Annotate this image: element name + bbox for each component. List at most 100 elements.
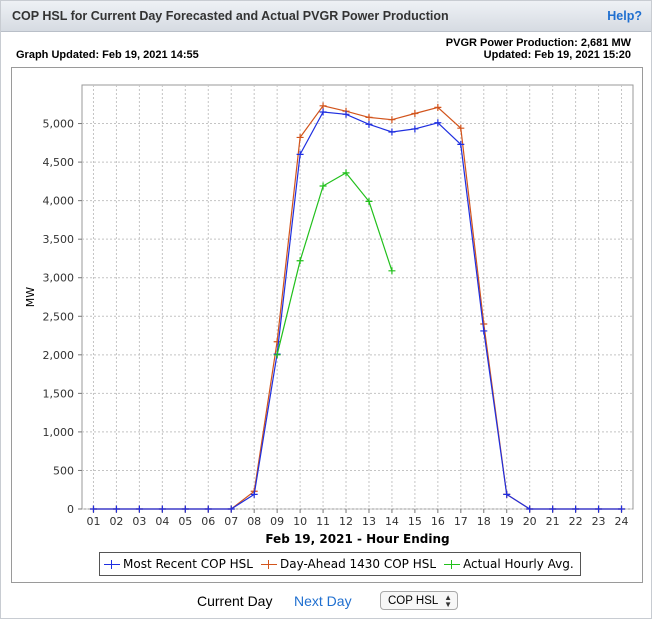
data-point-marker: [365, 113, 373, 121]
y-tick-label: 3,000: [43, 272, 75, 285]
y-tick-label: 500: [53, 464, 74, 477]
data-point-marker: [411, 125, 419, 133]
y-tick-label: 0: [67, 503, 74, 516]
x-tick-label: 12: [339, 515, 353, 528]
legend-marker-icon: [104, 557, 120, 571]
chart-area: 0 500 1,000 1,500 2,000 2,500 3,000 3,500 4,000 4…: [11, 67, 643, 583]
data-point-marker: [572, 505, 580, 513]
title-bar: COP HSL for Current Day Forecasted and A…: [1, 1, 651, 32]
x-tick-label: 08: [247, 515, 261, 528]
data-point-marker: [549, 505, 557, 513]
chart-legend: Most Recent COP HSL Day-Ahead 1430 COP H…: [99, 552, 581, 576]
data-point-marker: [480, 327, 488, 335]
x-tick-label: 21: [546, 515, 560, 528]
y-tick-label: 1,500: [43, 387, 75, 400]
y-tick-label: 4,000: [43, 195, 75, 208]
data-point-marker: [388, 116, 396, 124]
x-tick-label: 14: [385, 515, 399, 528]
legend-item-actual: Actual Hourly Avg.: [444, 557, 574, 571]
series-line: [93, 111, 622, 510]
select-updown-icon: ▲ ▼: [444, 593, 452, 609]
x-tick-label: 11: [316, 515, 330, 528]
data-point-marker: [89, 505, 97, 513]
data-point-marker: [365, 197, 373, 205]
next-day-link[interactable]: Next Day: [294, 593, 352, 609]
y-tick-label: 5,000: [43, 118, 75, 131]
x-tick-label: 04: [155, 515, 169, 528]
x-tick-label: 03: [132, 515, 146, 528]
legend-marker-icon: [260, 557, 277, 571]
data-point-marker: [457, 124, 465, 132]
x-tick-label: 10: [293, 515, 307, 528]
x-tick-label: 22: [569, 515, 583, 528]
data-point-marker: [434, 103, 442, 111]
y-tick-label: 4,500: [43, 156, 75, 169]
y-tick-label: 3,500: [43, 233, 75, 246]
legend-label: Most Recent COP HSL: [123, 557, 253, 571]
data-point-marker: [503, 490, 511, 498]
x-tick-label: 09: [270, 515, 284, 528]
x-tick-label: 15: [408, 515, 422, 528]
data-point-marker: [434, 119, 442, 127]
x-tick-label: 02: [109, 515, 123, 528]
x-tick-label: 07: [224, 515, 238, 528]
data-point-marker: [227, 505, 235, 513]
x-tick-label: 20: [523, 515, 537, 528]
data-point-marker: [388, 128, 396, 136]
y-tick-label: 2,500: [43, 310, 75, 323]
x-tick-label: 18: [477, 515, 491, 528]
data-point-marker: [319, 182, 327, 190]
graph-updated-label: Graph Updated: Feb 19, 2021 14:55: [16, 49, 199, 61]
view-select[interactable]: COP HSL ▲ ▼: [380, 591, 458, 610]
data-point-marker: [365, 120, 373, 128]
data-point-marker: [457, 140, 465, 148]
plot-background: [81, 84, 634, 510]
data-point-marker: [618, 505, 626, 513]
y-tick-label: 1,000: [43, 426, 75, 439]
data-point-marker: [273, 338, 281, 346]
y-tick-label: 2,000: [43, 349, 75, 362]
data-point-marker: [296, 133, 304, 141]
data-point-marker: [112, 505, 120, 513]
data-point-marker: [342, 110, 350, 118]
x-tick-label: 23: [592, 515, 606, 528]
legend-marker-icon: [444, 557, 461, 571]
data-point-marker: [319, 108, 327, 116]
legend-item-day-ahead: Day-Ahead 1430 COP HSL: [260, 557, 437, 571]
data-point-marker: [595, 505, 603, 513]
legend-label: Day-Ahead 1430 COP HSL: [279, 557, 437, 571]
x-tick-label: 06: [201, 515, 215, 528]
data-point-marker: [135, 505, 143, 513]
x-tick-label: 01: [86, 515, 100, 528]
legend-label: Actual Hourly Avg.: [463, 557, 574, 571]
data-point-marker: [319, 102, 327, 110]
x-tick-label: 05: [178, 515, 192, 528]
x-tick-label: 17: [454, 515, 468, 528]
x-tick-label: 24: [615, 515, 629, 528]
data-point-marker: [181, 505, 189, 513]
legend-item-most-recent: Most Recent COP HSL: [104, 557, 253, 571]
y-axis-label: MW: [24, 287, 37, 307]
data-point-marker: [388, 267, 396, 275]
production-updated-label: Updated: Feb 19, 2021 15:20: [483, 49, 631, 61]
data-point-marker: [204, 505, 212, 513]
data-point-marker: [250, 490, 258, 498]
power-production-label: PVGR Power Production: 2,681 MW: [445, 37, 631, 49]
line-chart: 0 500 1,000 1,500 2,000 2,500 3,000 3,500 4,000 4…: [24, 84, 634, 546]
help-link[interactable]: Help?: [607, 9, 642, 23]
current-day-label: Current Day: [197, 593, 273, 609]
data-point-marker: [411, 110, 419, 118]
view-select-value: COP HSL: [388, 595, 439, 607]
x-tick-label: 13: [362, 515, 376, 528]
panel-title: COP HSL for Current Day Forecasted and A…: [12, 9, 449, 23]
data-point-marker: [158, 505, 166, 513]
data-point-marker: [296, 150, 304, 158]
data-point-marker: [296, 257, 304, 265]
x-tick-label: 16: [431, 515, 445, 528]
x-axis-label: Feb 19, 2021 - Hour Ending: [265, 532, 449, 546]
data-point-marker: [526, 505, 534, 513]
data-point-marker: [273, 351, 281, 359]
series-line: [276, 172, 393, 355]
x-tick-label: 19: [500, 515, 514, 528]
